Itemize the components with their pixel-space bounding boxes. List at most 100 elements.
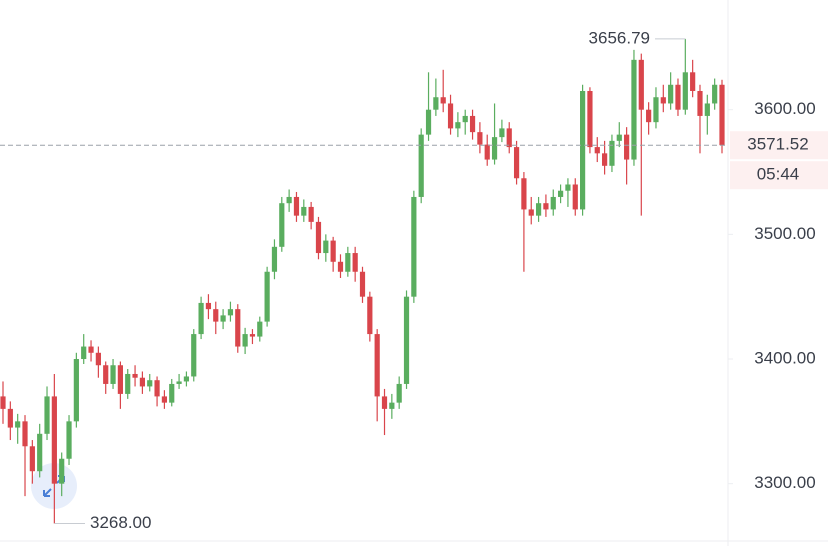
candle-body [506, 128, 512, 148]
y-tick-label: 3600.00 [754, 99, 815, 118]
candle-body [712, 84, 718, 104]
candle-body [213, 309, 219, 322]
candle-body [690, 72, 696, 91]
candle-body [286, 196, 292, 204]
candle-body [704, 103, 710, 116]
candle-body [110, 365, 116, 384]
candle-body [220, 315, 226, 322]
candle-body [15, 421, 21, 428]
candle-body [183, 376, 190, 382]
candle-body [381, 396, 388, 409]
candle-body [293, 196, 300, 216]
candle-body [602, 153, 608, 166]
candle-body [697, 91, 703, 116]
candle-body [513, 147, 520, 179]
candle-body [719, 84, 725, 146]
candle-body [125, 373, 131, 394]
candle-body [0, 396, 6, 409]
candle-body [301, 206, 307, 216]
candle-body [528, 209, 534, 216]
candle-body [587, 91, 593, 148]
candle-body [66, 421, 72, 459]
candle-body [668, 84, 674, 104]
candle-body [565, 184, 571, 191]
candle-body [345, 253, 351, 272]
candle-body [147, 380, 153, 387]
candle-body [29, 446, 35, 472]
candle-body [484, 144, 490, 160]
candle-body [7, 408, 13, 428]
candle-body [198, 302, 204, 335]
candle-body [359, 271, 366, 297]
candle-body [330, 240, 336, 262]
candle-body [543, 203, 549, 210]
last-price-box [730, 131, 828, 160]
candle-body [440, 97, 446, 104]
y-tick-label: 3400.00 [754, 348, 815, 367]
high-marker-label: 3656.79 [589, 28, 650, 47]
countdown-box [730, 161, 828, 190]
candle-body [653, 97, 659, 123]
candle-body [279, 203, 285, 247]
candle-body [499, 128, 505, 138]
candle-body [396, 383, 402, 403]
candle-body [22, 421, 28, 447]
candle-body [433, 97, 439, 110]
candle-body [37, 433, 43, 472]
candle-body [257, 321, 263, 337]
candle-body [73, 359, 79, 422]
candle-body [51, 396, 57, 484]
candle-body [535, 203, 542, 216]
candle-body [44, 396, 50, 434]
candle-body [675, 84, 681, 110]
candle-body [469, 115, 476, 133]
countdown: 05:44 [757, 165, 800, 184]
y-tick-label: 3300.00 [754, 473, 815, 492]
candle-body [169, 383, 175, 403]
candle-body [462, 115, 468, 123]
candle-body [271, 246, 278, 272]
candle-body [367, 296, 373, 335]
candle-body [638, 59, 644, 110]
low-marker-label: 3268.00 [90, 513, 151, 532]
candle-body [117, 365, 123, 394]
candle-body [308, 206, 314, 222]
candle-body [491, 137, 498, 160]
candle-body [418, 134, 424, 197]
candle-body [323, 240, 329, 254]
y-tick-label: 3500.00 [754, 224, 815, 243]
candle-body [594, 147, 600, 154]
candle-body [616, 134, 622, 141]
candle-body [249, 334, 256, 337]
candle-body [455, 122, 461, 129]
candle-body [609, 140, 615, 166]
candle-body [550, 196, 556, 210]
candle-body [352, 253, 358, 272]
candle-body [374, 334, 380, 397]
candle-body [580, 91, 586, 210]
candle-body [403, 296, 410, 384]
candle-body [411, 196, 417, 297]
candle-body [521, 178, 527, 210]
candle-body [242, 334, 248, 347]
candle-body [447, 103, 454, 129]
candle-body [337, 261, 344, 272]
candle-body [425, 109, 432, 135]
candle-body [139, 377, 145, 387]
candle-body [557, 190, 564, 197]
candle-body [132, 373, 138, 378]
candle-body [477, 132, 483, 145]
candle-body [103, 365, 109, 384]
candle-body [389, 402, 395, 409]
candle-body [95, 352, 101, 366]
candle-body [88, 346, 94, 353]
candle-body [161, 396, 168, 403]
candle-body [660, 97, 666, 104]
candle-body [264, 271, 270, 322]
candle-body [315, 221, 322, 254]
candle-body [646, 109, 652, 123]
candle-body [191, 334, 197, 377]
candle-body [631, 59, 637, 160]
candle-body [81, 346, 87, 360]
